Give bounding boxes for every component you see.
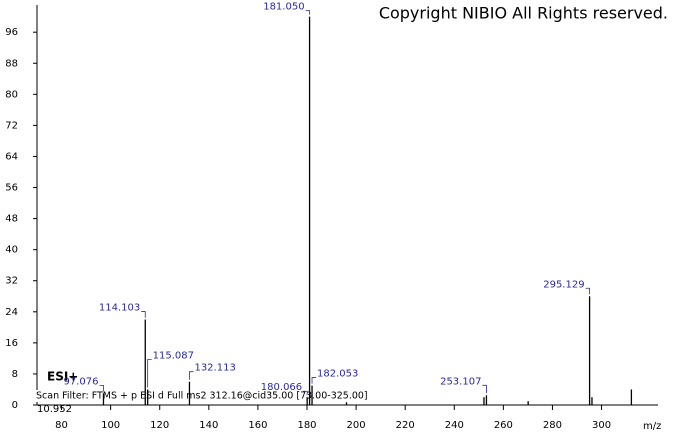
x-tick-label: 260 [494, 420, 513, 431]
y-tick-label: 16 [5, 338, 18, 349]
peak-label: 132.113 [194, 363, 235, 374]
peak-leader [189, 371, 194, 380]
peak-label: 115.087 [153, 350, 194, 361]
scan-filter-bg [35, 390, 365, 402]
peak-label: 182.053 [317, 369, 358, 380]
retention-time: 10.952 [37, 404, 72, 415]
copyright: Copyright NIBIO All Rights reserved. [379, 4, 668, 23]
y-tick-label: 96 [5, 27, 18, 38]
x-tick-label: 220 [396, 420, 415, 431]
x-tick-label: 80 [55, 420, 68, 431]
ionization: ESI+ [47, 370, 78, 384]
peak-label: 180.066 [261, 382, 302, 393]
x-tick-label: 180 [297, 420, 316, 431]
y-tick-label: 8 [12, 369, 18, 380]
peak-leader [99, 384, 104, 392]
x-tick-label: 280 [543, 420, 562, 431]
y-tick-label: 48 [5, 214, 18, 225]
peak-label: 181.050 [263, 2, 304, 13]
x-tick-label: 140 [199, 420, 218, 431]
peak-label: 253.107 [440, 376, 481, 387]
y-tick-label: 88 [5, 58, 18, 69]
x-tick-label: 300 [592, 420, 611, 431]
peak-leader [147, 359, 152, 388]
y-tick-label: 32 [5, 276, 18, 287]
peak-label: 114.103 [99, 303, 140, 314]
x-axis-label: m/z [643, 421, 661, 432]
peak-leader [585, 287, 590, 295]
y-tick-label: 80 [5, 89, 18, 100]
peak-leader [303, 390, 308, 396]
y-tick-label: 64 [5, 151, 18, 162]
scan-filter: Scan Filter: FTMS + p ESI d Full ms2 312… [36, 391, 368, 402]
peak-leader [311, 377, 317, 384]
x-tick-label: 120 [150, 420, 169, 431]
peak-label: 97.076 [63, 376, 98, 387]
peak-leader [482, 384, 487, 394]
x-tick-label: 200 [347, 420, 366, 431]
x-tick-label: 100 [101, 420, 120, 431]
peak-leader [141, 311, 146, 318]
y-tick-label: 0 [12, 400, 18, 411]
peak-label: 295.129 [543, 279, 584, 290]
y-tick-label: 72 [5, 120, 18, 131]
peak-leader [305, 10, 310, 15]
x-tick-label: 240 [445, 420, 464, 431]
x-tick-label: 160 [248, 420, 267, 431]
y-tick-label: 40 [5, 245, 18, 256]
y-tick-label: 56 [5, 183, 18, 194]
y-tick-label: 24 [5, 307, 18, 318]
